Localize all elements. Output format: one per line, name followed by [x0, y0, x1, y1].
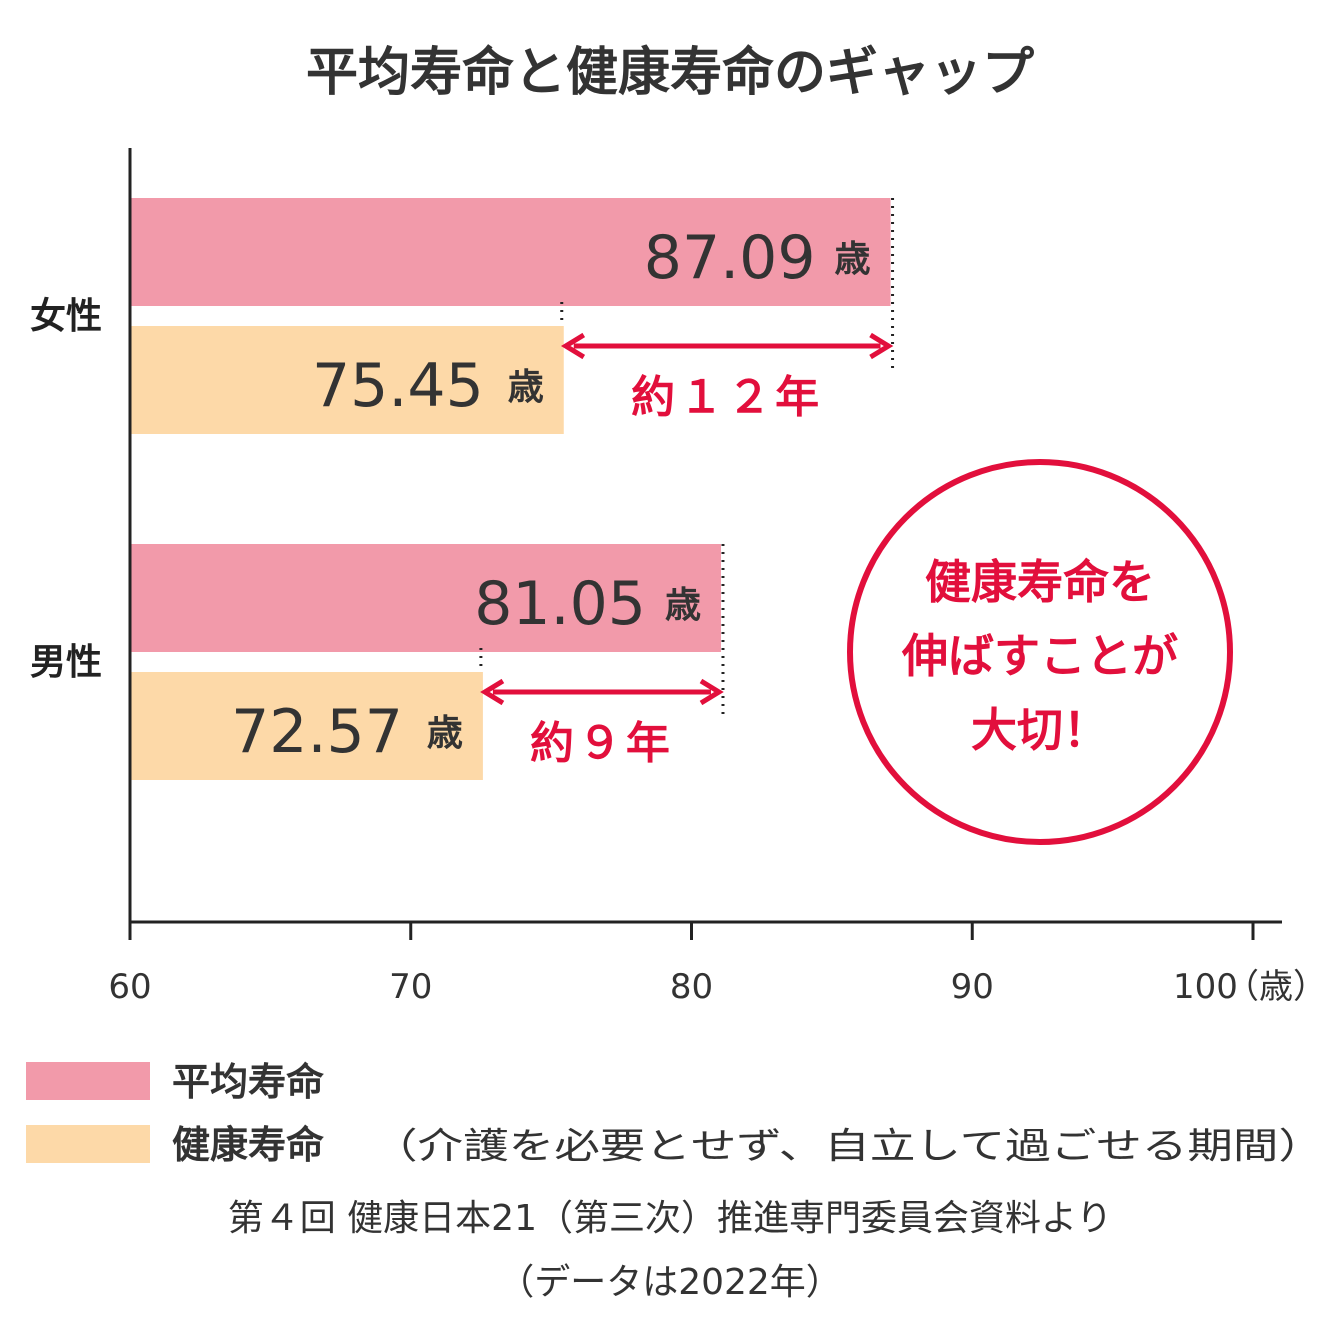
- bar-unit-0-0: 歳: [835, 239, 871, 280]
- x-axis-ticks: 60 70 80 90 100（歳）: [108, 922, 1327, 1007]
- x-tick-label-2: 80: [670, 967, 713, 1007]
- callout-line-3: 大切！: [971, 703, 1109, 757]
- callout-line-2: 伸ばすことが: [901, 629, 1178, 683]
- callout-line-1: 健康寿命を: [925, 555, 1155, 609]
- category-label-0: 女性: [30, 296, 102, 337]
- bar-value-label-1-1: 72.57: [231, 697, 403, 767]
- bar-value-label-0-0: 87.09: [644, 223, 816, 293]
- bar-unit-1-1: 歳: [427, 713, 463, 754]
- callout: 健康寿命を 伸ばすことが 大切！: [847, 459, 1233, 845]
- gap-label-1: 約９年: [530, 718, 674, 769]
- x-tick-label-4: 100: [1173, 967, 1238, 1007]
- bar-1-0: [130, 326, 564, 434]
- legend-label-healthy: 健康寿命: [172, 1123, 324, 1167]
- gap-label-0: 約１２年: [631, 372, 823, 423]
- legend: 平均寿命 健康寿命 （介護を必要とせず、自立して過ごせる期間）: [26, 1060, 1324, 1167]
- bar-value-label-0-1: 81.05: [474, 569, 646, 639]
- legend-note-healthy: （介護を必要とせず、自立して過ごせる期間）: [372, 1126, 1324, 1167]
- bar-unit-0-1: 歳: [665, 585, 701, 626]
- source-line-1: 第４回 健康日本21（第三次）推進専門委員会資料より: [228, 1198, 1113, 1239]
- x-tick-label-3: 90: [951, 967, 994, 1007]
- gap-arrow-head-right-1: [699, 678, 724, 706]
- gap-arrow-head-left-1: [480, 678, 505, 706]
- category-label-1: 男性: [30, 642, 102, 683]
- bar-0-1: [130, 544, 721, 652]
- callout-circle: [847, 459, 1233, 845]
- x-axis-unit-label: （歳）: [1225, 967, 1327, 1007]
- legend-swatch-average: [26, 1062, 150, 1100]
- source-line-2: （データは2022年）: [498, 1262, 842, 1303]
- gap-arrow-head-right-0: [869, 332, 894, 360]
- chart-title: 平均寿命と健康寿命のギャップ: [306, 43, 1034, 103]
- legend-swatch-healthy: [26, 1125, 150, 1163]
- x-tick-label-1: 70: [389, 967, 432, 1007]
- gap-arrow-head-left-0: [560, 332, 586, 360]
- bar-1-1: [130, 672, 483, 780]
- bar-value-label-1-0: 75.45: [312, 351, 484, 421]
- bar-0-0: [130, 198, 891, 306]
- bar-unit-1-0: 歳: [508, 367, 544, 408]
- legend-label-average: 平均寿命: [172, 1060, 324, 1104]
- x-tick-label-0: 60: [108, 967, 151, 1007]
